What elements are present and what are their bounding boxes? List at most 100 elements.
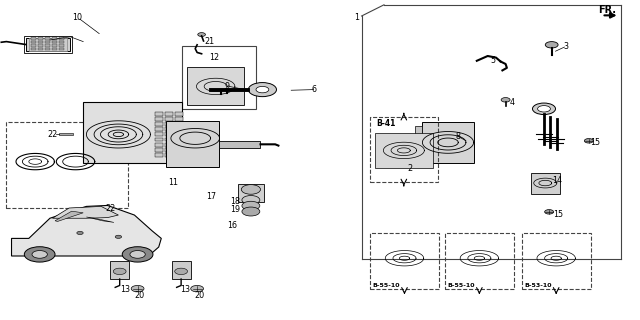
Bar [165,112,173,116]
Bar [155,143,163,147]
Bar [45,41,50,43]
Text: 17: 17 [206,192,216,201]
Bar [155,153,163,157]
Circle shape [242,196,260,204]
Bar [110,261,129,279]
Bar [219,141,260,148]
Text: 15: 15 [553,210,563,219]
Bar [155,112,163,116]
Circle shape [584,139,593,143]
Text: 4: 4 [509,98,515,107]
Bar [166,121,219,167]
Bar [165,138,173,141]
Bar [24,36,72,53]
Bar [31,48,36,50]
Circle shape [24,247,55,262]
Bar [83,102,182,163]
Circle shape [131,285,144,292]
Bar [155,122,163,126]
Polygon shape [55,211,83,221]
Bar [155,148,163,152]
Bar [175,148,183,152]
Bar [52,37,57,40]
Bar [165,143,173,147]
Text: 6: 6 [311,85,316,94]
Text: 2: 2 [407,164,412,172]
Bar [165,153,173,157]
Text: 3: 3 [564,42,569,51]
Text: 1: 1 [355,13,360,22]
Bar [45,48,50,50]
Bar [52,44,57,47]
Bar [26,38,70,51]
Bar [31,44,36,47]
Bar [175,132,183,136]
Bar [155,127,163,131]
Circle shape [532,103,556,115]
Bar [59,37,64,40]
Bar [45,37,50,40]
Circle shape [77,231,83,235]
Bar [59,41,64,43]
Bar [31,41,36,43]
Bar [175,143,183,147]
Circle shape [242,201,260,210]
Text: 20: 20 [195,291,205,300]
Bar [6,122,128,208]
Text: 16: 16 [227,221,237,230]
Circle shape [115,235,122,238]
Bar [415,126,422,139]
Bar [370,117,438,182]
Bar [175,117,183,121]
Text: 22: 22 [47,130,58,139]
Circle shape [122,247,153,262]
Text: B-55-10: B-55-10 [447,283,475,288]
Text: 19: 19 [230,205,241,214]
Bar [38,41,43,43]
Bar [59,133,73,135]
Polygon shape [52,206,118,218]
Text: 22: 22 [105,204,115,212]
Circle shape [242,207,260,216]
Bar [172,261,191,279]
Text: 5: 5 [490,56,495,65]
Bar [238,184,264,202]
Bar [31,37,36,40]
Bar [38,37,43,40]
Bar [59,48,64,50]
Text: 13: 13 [120,285,130,294]
Bar [29,38,67,51]
Bar [182,46,256,109]
Circle shape [175,268,188,275]
Text: 15: 15 [590,138,600,147]
Text: FR.: FR. [598,5,616,15]
Circle shape [191,285,204,292]
Circle shape [545,42,558,48]
Bar [38,48,43,50]
Bar [175,127,183,131]
Bar [165,117,173,121]
Text: 20: 20 [134,291,145,300]
Circle shape [130,251,145,258]
Text: B-53-10: B-53-10 [524,283,552,288]
Bar [165,148,173,152]
Bar [45,44,50,47]
Bar [38,44,43,47]
Bar [522,233,591,289]
Text: 10: 10 [72,13,82,22]
Polygon shape [86,217,114,222]
Bar [175,138,183,141]
Circle shape [538,106,550,112]
Bar [155,138,163,141]
Circle shape [113,268,126,275]
Bar [155,117,163,121]
Bar [165,132,173,136]
Circle shape [248,83,276,97]
Circle shape [32,251,47,258]
Bar [175,153,183,157]
Bar [52,48,57,50]
Circle shape [256,86,269,93]
Bar [370,233,439,289]
Bar [187,67,244,105]
Circle shape [501,98,510,102]
